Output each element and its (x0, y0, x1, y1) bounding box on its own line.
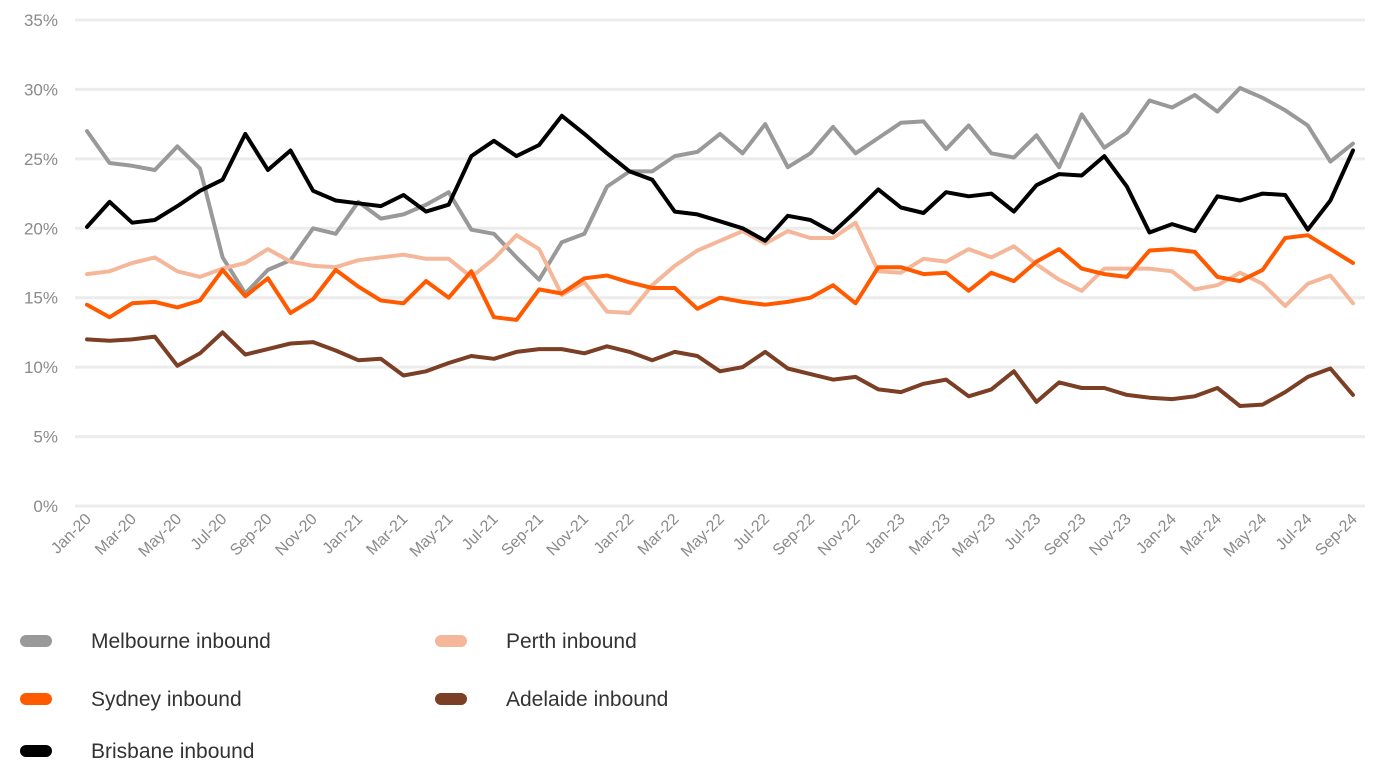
legend-item: Perth inbound (435, 630, 637, 653)
legend-item: Melbourne inbound (20, 630, 271, 653)
y-tick-label: 15% (24, 289, 58, 308)
legend-label: Sydney inbound (91, 688, 242, 711)
x-tick-label: May-20 (136, 511, 186, 561)
x-tick-label: Jul-24 (1273, 511, 1316, 554)
x-tick-label: Nov-20 (272, 511, 321, 560)
x-tick-label: Nov-23 (1086, 511, 1135, 560)
legend-item: Adelaide inbound (435, 688, 668, 711)
x-tick-label: May-23 (949, 511, 999, 561)
legend-swatch (20, 693, 52, 705)
x-tick-label: May-24 (1221, 511, 1271, 561)
x-tick-label: Jan-24 (1133, 511, 1180, 558)
legend-item: Brisbane inbound (20, 740, 254, 763)
x-tick-label: May-22 (678, 511, 728, 561)
series-lines (85, 86, 1355, 408)
y-axis: 0% 5% 10% 15% 20% 25% 30% 35% (24, 11, 58, 516)
x-tick-label: Jan-20 (48, 511, 95, 558)
y-tick-label: 35% (24, 11, 58, 30)
y-tick-label: 10% (24, 358, 58, 377)
legend-label: Brisbane inbound (91, 740, 254, 763)
series-line-melbourne (85, 86, 1355, 296)
series-line-brisbane (85, 113, 1355, 243)
x-tick-label: Sep-24 (1312, 511, 1361, 560)
x-tick-label: Jul-22 (730, 511, 773, 554)
x-tick-label: Jan-23 (862, 511, 909, 558)
x-tick-label: Jul-23 (1001, 511, 1044, 554)
x-tick-label: Sep-23 (1041, 511, 1090, 560)
x-tick-label: Jul-20 (188, 511, 231, 554)
legend-swatch (435, 635, 467, 647)
x-tick-label: Jul-21 (459, 511, 502, 554)
y-tick-label: 20% (24, 219, 58, 238)
y-tick-label: 25% (24, 150, 58, 169)
legend-swatch (20, 745, 52, 757)
legend-label: Melbourne inbound (91, 630, 271, 653)
legend-label: Perth inbound (506, 630, 637, 653)
y-tick-label: 5% (33, 428, 58, 447)
x-tick-label: Mar-21 (363, 511, 411, 559)
series-line-sydney (85, 233, 1355, 322)
y-tick-label: 30% (24, 80, 58, 99)
legend: Melbourne inbound Perth inbound Sydney inb… (20, 630, 668, 763)
legend-item: Sydney inbound (20, 688, 242, 711)
x-tick-label: Nov-21 (544, 511, 593, 560)
x-tick-label: Nov-22 (815, 511, 864, 560)
x-tick-label: Sep-20 (227, 511, 276, 560)
y-tick-label: 0% (33, 497, 58, 516)
x-tick-label: May-21 (407, 511, 457, 561)
x-tick-label: Mar-20 (92, 511, 140, 559)
x-tick-label: Jan-22 (591, 511, 638, 558)
series-line-adelaide (85, 330, 1355, 408)
x-tick-label: Sep-21 (498, 511, 547, 560)
x-tick-label: Sep-22 (770, 511, 819, 560)
legend-swatch (20, 635, 52, 647)
x-tick-label: Mar-24 (1177, 511, 1225, 559)
series-line-perth (85, 220, 1355, 315)
x-tick-label: Mar-23 (906, 511, 954, 559)
x-tick-label: Mar-22 (635, 511, 683, 559)
x-tick-label: Jan-21 (320, 511, 367, 558)
legend-label: Adelaide inbound (506, 688, 668, 711)
legend-swatch (435, 693, 467, 705)
gridlines (75, 18, 1365, 508)
